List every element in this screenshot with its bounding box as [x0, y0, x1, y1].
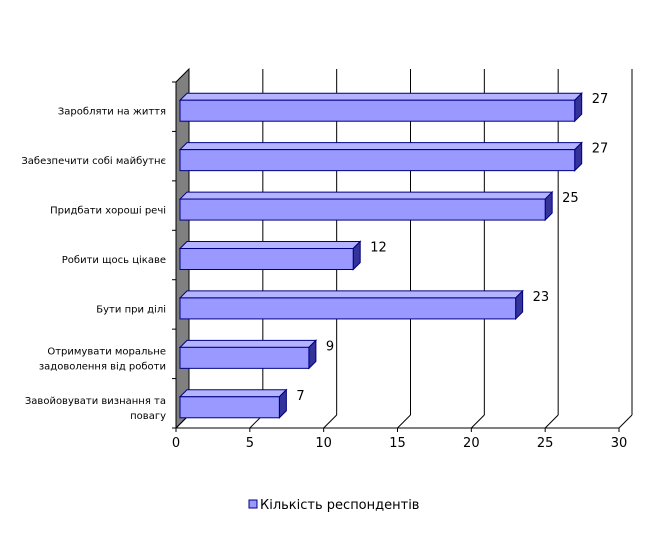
- data-label: 23: [533, 290, 550, 305]
- bar: [178, 92, 583, 123]
- x-tick-label: 5: [246, 436, 254, 451]
- legend-label: Кількість респондентів: [260, 498, 419, 513]
- bar: [178, 388, 288, 419]
- x-tick-label: 10: [315, 436, 332, 451]
- category-label: Бути при ділі: [96, 303, 166, 315]
- category-label: Придбати хороші речі: [50, 205, 166, 217]
- bar-top-face: [178, 191, 554, 200]
- bars: [178, 92, 583, 419]
- bar: [178, 190, 554, 222]
- floor-grid-line: [618, 414, 633, 429]
- bar-top-face: [178, 290, 524, 299]
- bar-top-face: [178, 339, 318, 348]
- x-tick-label: 15: [389, 436, 406, 451]
- bar-top-face: [178, 142, 583, 151]
- floor-grid-line: [470, 414, 485, 429]
- legend-swatch: [248, 499, 258, 509]
- data-label: 27: [592, 142, 609, 157]
- x-tick-label: 0: [172, 436, 180, 451]
- data-label: 9: [326, 339, 334, 354]
- bar: [178, 141, 583, 172]
- category-label: Отримувати моральне задоволення від робот…: [39, 346, 166, 372]
- x-tick-label: 30: [611, 436, 628, 451]
- x-tick-label: 20: [463, 436, 480, 451]
- floor-grid-line: [323, 414, 338, 429]
- floor-grid-line: [544, 414, 559, 429]
- bar-front-face: [179, 248, 354, 270]
- x-tick-label: 25: [537, 436, 554, 451]
- bar-front-face: [179, 198, 546, 221]
- bar-front-face: [179, 149, 576, 172]
- category-label: Заробляти на життя: [58, 107, 166, 118]
- bar-top-face: [178, 241, 362, 249]
- data-label: 25: [562, 191, 579, 206]
- bar-top-face: [178, 92, 583, 101]
- labels: 0 5 10 15 20 25 30 27 Заробляти на життя 27 Забезп…: [21, 92, 627, 451]
- bar: [178, 339, 318, 370]
- data-label: 27: [592, 92, 609, 107]
- bar-front-face: [179, 396, 280, 419]
- data-label: 12: [370, 241, 387, 256]
- bar: [178, 289, 524, 321]
- bar: [178, 240, 362, 271]
- bar-front-face: [179, 346, 310, 369]
- bar-top-face: [178, 389, 288, 398]
- axes: [172, 81, 620, 432]
- category-label: Забезпечити собі майбутнє: [21, 155, 166, 167]
- category-label: Робити щось цікаве: [62, 254, 166, 266]
- bar-front-face: [179, 99, 576, 122]
- category-label: Завойовувати визнання та повагу: [25, 396, 166, 422]
- data-label: 7: [296, 389, 304, 404]
- bar-front-face: [179, 297, 517, 320]
- legend: Кількість респондентів: [248, 498, 419, 513]
- floor-grid-line: [397, 414, 411, 429]
